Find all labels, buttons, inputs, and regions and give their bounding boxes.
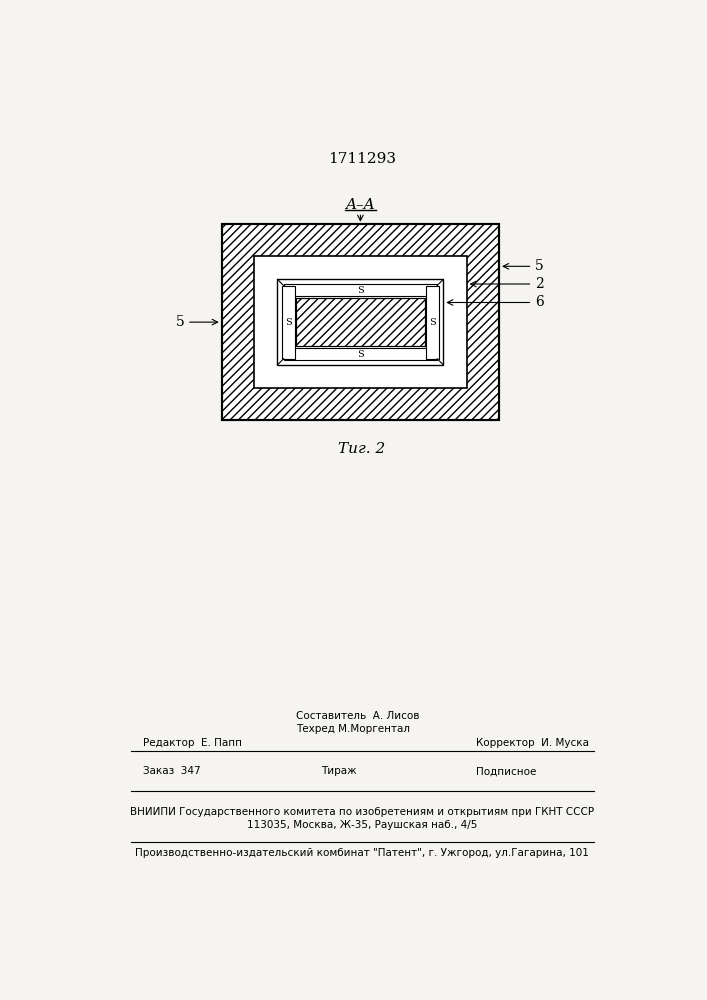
Bar	[296, 298, 425, 346]
Text: Заказ  347: Заказ 347	[143, 766, 200, 776]
Text: S: S	[429, 318, 436, 327]
Text: 1711293: 1711293	[328, 152, 396, 166]
Bar	[282, 286, 295, 359]
Text: Корректор  И. Муска: Корректор И. Муска	[476, 738, 589, 748]
Bar	[255, 256, 467, 279]
Text: 5: 5	[534, 259, 544, 273]
Bar	[222, 224, 499, 420]
Bar	[437, 359, 443, 365]
Bar	[426, 286, 438, 359]
Text: S: S	[357, 350, 364, 359]
Bar	[255, 256, 467, 388]
Bar	[284, 348, 437, 360]
Text: 2: 2	[534, 277, 544, 291]
Text: Производственно-издательский комбинат "Патент", г. Ужгород, ул.Гагарина, 101: Производственно-издательский комбинат "П…	[135, 848, 589, 858]
Text: ВНИИПИ Государственного комитета по изобретениям и открытиям при ГКНТ СССР: ВНИИПИ Государственного комитета по изоб…	[130, 807, 594, 817]
Text: Редактор  Е. Папп: Редактор Е. Папп	[143, 738, 242, 748]
Text: 5: 5	[176, 315, 185, 329]
Bar	[255, 365, 467, 388]
Bar	[277, 279, 443, 365]
Bar	[443, 256, 467, 388]
Bar	[284, 284, 437, 296]
Bar	[255, 256, 277, 388]
Text: 6: 6	[534, 295, 544, 309]
Text: Тираж: Тираж	[321, 766, 356, 776]
Bar	[437, 279, 443, 286]
Bar	[277, 279, 443, 365]
Text: Τиг. 2: Τиг. 2	[339, 442, 385, 456]
Text: A–A: A–A	[346, 198, 375, 212]
Bar	[277, 279, 284, 286]
Bar	[277, 359, 284, 365]
Bar	[222, 224, 499, 420]
Text: Подписное: Подписное	[476, 766, 536, 776]
Bar	[255, 256, 467, 388]
Text: Составитель  А. Лисов
Техред М.Моргентал: Составитель А. Лисов Техред М.Моргентал	[296, 711, 419, 734]
Bar	[296, 298, 425, 346]
Text: S: S	[357, 286, 364, 295]
Text: 113035, Москва, Ж-35, Раушская наб., 4/5: 113035, Москва, Ж-35, Раушская наб., 4/5	[247, 820, 477, 830]
Text: S: S	[285, 318, 292, 327]
